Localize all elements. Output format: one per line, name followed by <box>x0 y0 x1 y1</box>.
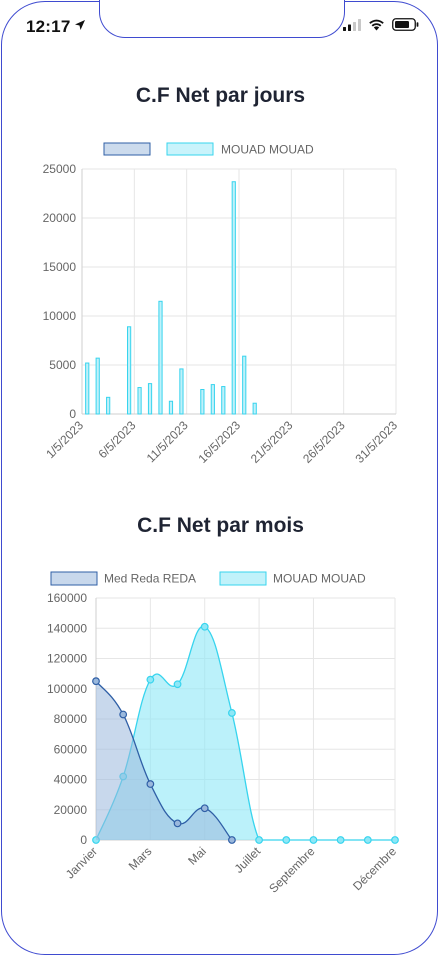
y-tick-label: 0 <box>69 407 76 421</box>
legend-swatch-series-1 <box>103 142 151 156</box>
bar-10 <box>210 384 215 415</box>
monthly-chart-title: C.F Net par mois <box>137 514 304 537</box>
y-tick-label: 160000 <box>47 591 87 605</box>
point-series-2-4 <box>200 622 209 631</box>
daily-legend: MOUAD MOUAD <box>103 142 314 157</box>
daily-chart: MOUAD MOUAD 0 5000 10000 15000 20000 25000 1/5/… <box>43 142 400 466</box>
y-tick-label: 100000 <box>47 682 87 696</box>
point-series-2-6 <box>255 836 263 844</box>
x-tick-label: 1/5/2023 <box>43 418 86 461</box>
y-tick-label: 0 <box>80 833 87 847</box>
y-tick-label: 15000 <box>43 260 77 274</box>
x-tick-label: 6/5/2023 <box>96 418 139 461</box>
battery-icon <box>392 18 419 36</box>
bar-8 <box>179 368 184 415</box>
bar-14 <box>252 402 257 415</box>
point-series-1-3 <box>173 819 182 828</box>
y-tick-label: 20000 <box>54 803 88 817</box>
bar-3 <box>127 326 132 415</box>
x-tick-label: 16/5/2023 <box>195 418 243 466</box>
legend-label-series-2: MOUAD MOUAD <box>273 572 366 586</box>
bar-11 <box>221 386 226 415</box>
y-tick-label: 80000 <box>54 712 88 726</box>
bar-2 <box>106 396 111 415</box>
x-tick-label: Mars <box>126 844 155 873</box>
area-fill-series-1 <box>96 681 232 840</box>
point-series-2-7 <box>282 836 291 844</box>
y-tick-label: 5000 <box>49 358 76 372</box>
legend-swatch-series-2 <box>166 142 214 156</box>
bar-5 <box>147 383 153 415</box>
legend-label-series-2: MOUAD MOUAD <box>221 143 314 157</box>
legend-swatch-series-2 <box>219 571 267 586</box>
y-tick-label: 25000 <box>43 162 77 176</box>
y-tick-label: 10000 <box>43 309 77 323</box>
point-series-1-4 <box>200 804 209 813</box>
x-tick-label: 26/5/2023 <box>300 418 348 466</box>
x-tick-label: Décembre <box>350 844 399 893</box>
y-tick-label: 40000 <box>54 773 88 787</box>
bar-9 <box>200 389 205 415</box>
point-series-1-0 <box>92 677 100 686</box>
legend-label-series-1: Med Reda REDA <box>104 572 196 586</box>
device-notch <box>99 0 345 38</box>
wifi-icon <box>368 18 385 36</box>
point-series-1-5 <box>228 836 236 844</box>
area-fill-series-2 <box>96 626 395 840</box>
status-time: 12:17 <box>26 17 71 36</box>
point-series-2-10 <box>363 836 372 844</box>
point-series-1-2 <box>146 780 155 788</box>
monthly-legend: Med Reda REDA MOUAD MOUAD <box>50 571 366 586</box>
point-series-2-8 <box>309 836 318 844</box>
location-arrow-icon <box>74 18 86 36</box>
y-tick-label: 140000 <box>47 621 87 635</box>
bar-4 <box>137 387 142 415</box>
x-tick-label: Mai <box>185 844 209 868</box>
bar-1 <box>95 357 100 415</box>
legend-swatch-series-1 <box>50 571 98 586</box>
monthly-chart: Med Reda REDA MOUAD MOUAD 0 20000 40000 60000… <box>47 571 399 896</box>
signal-icon <box>343 18 361 36</box>
y-tick-label: 60000 <box>54 742 88 756</box>
x-tick-label: 21/5/2023 <box>248 418 296 466</box>
y-tick-label: 20000 <box>43 211 77 225</box>
x-tick-label: Juillet <box>232 844 264 876</box>
point-series-1-1 <box>119 710 128 719</box>
x-tick-label: 31/5/2023 <box>352 418 400 466</box>
x-tick-label: 11/5/2023 <box>144 418 191 465</box>
point-series-2-2 <box>146 675 155 684</box>
point-series-2-3 <box>173 680 182 689</box>
bar-12 <box>231 181 236 415</box>
x-tick-label: Septembre <box>266 844 318 896</box>
y-tick-label: 120000 <box>47 652 87 666</box>
bar-13 <box>242 355 247 415</box>
bar-0 <box>85 362 90 415</box>
bar-7 <box>168 400 174 415</box>
x-tick-label: Janvier <box>63 844 100 881</box>
daily-chart-title: C.F Net par jours <box>135 84 306 107</box>
point-series-2-5 <box>228 709 236 717</box>
bar-6 <box>158 300 163 415</box>
point-series-2-9 <box>336 836 345 844</box>
point-series-2-11 <box>391 836 399 844</box>
